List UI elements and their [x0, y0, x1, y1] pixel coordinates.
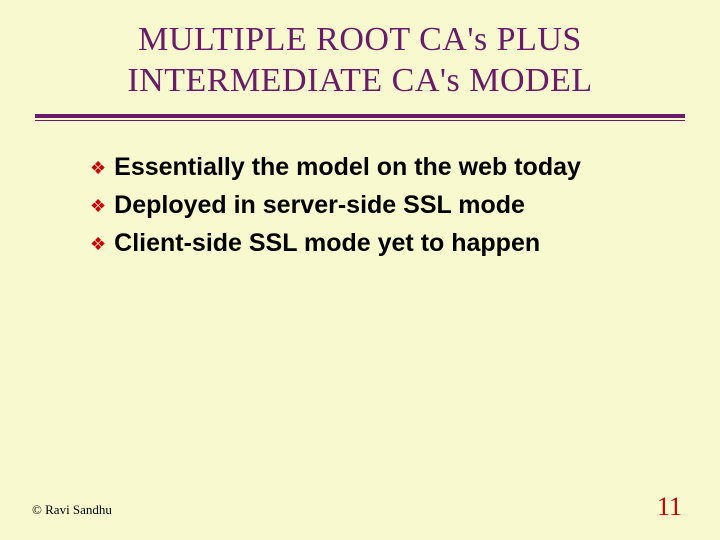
- list-item: ❖ Essentially the model on the web today: [90, 151, 660, 185]
- slide-title: MULTIPLE ROOT CA's PLUS INTERMEDIATE CA'…: [40, 20, 680, 102]
- diamond-icon: ❖: [90, 227, 106, 261]
- diamond-icon: ❖: [90, 189, 106, 223]
- page-number: 11: [657, 492, 682, 522]
- slide: MULTIPLE ROOT CA's PLUS INTERMEDIATE CA'…: [0, 0, 720, 540]
- footer-copyright: © Ravi Sandhu: [32, 502, 112, 518]
- underline-thick: [35, 114, 685, 118]
- bullet-text: Essentially the model on the web today: [114, 151, 581, 185]
- list-item: ❖ Client-side SSL mode yet to happen: [90, 227, 660, 261]
- list-item: ❖ Deployed in server-side SSL mode: [90, 189, 660, 223]
- underline-thin: [35, 120, 685, 121]
- diamond-icon: ❖: [90, 151, 106, 185]
- title-line-2: INTERMEDIATE CA's MODEL: [127, 62, 592, 99]
- bullet-text: Client-side SSL mode yet to happen: [114, 227, 540, 261]
- title-line-1: MULTIPLE ROOT CA's PLUS: [138, 21, 582, 58]
- bullet-list: ❖ Essentially the model on the web today…: [40, 151, 680, 261]
- bullet-text: Deployed in server-side SSL mode: [114, 189, 525, 223]
- title-underline: [35, 114, 685, 121]
